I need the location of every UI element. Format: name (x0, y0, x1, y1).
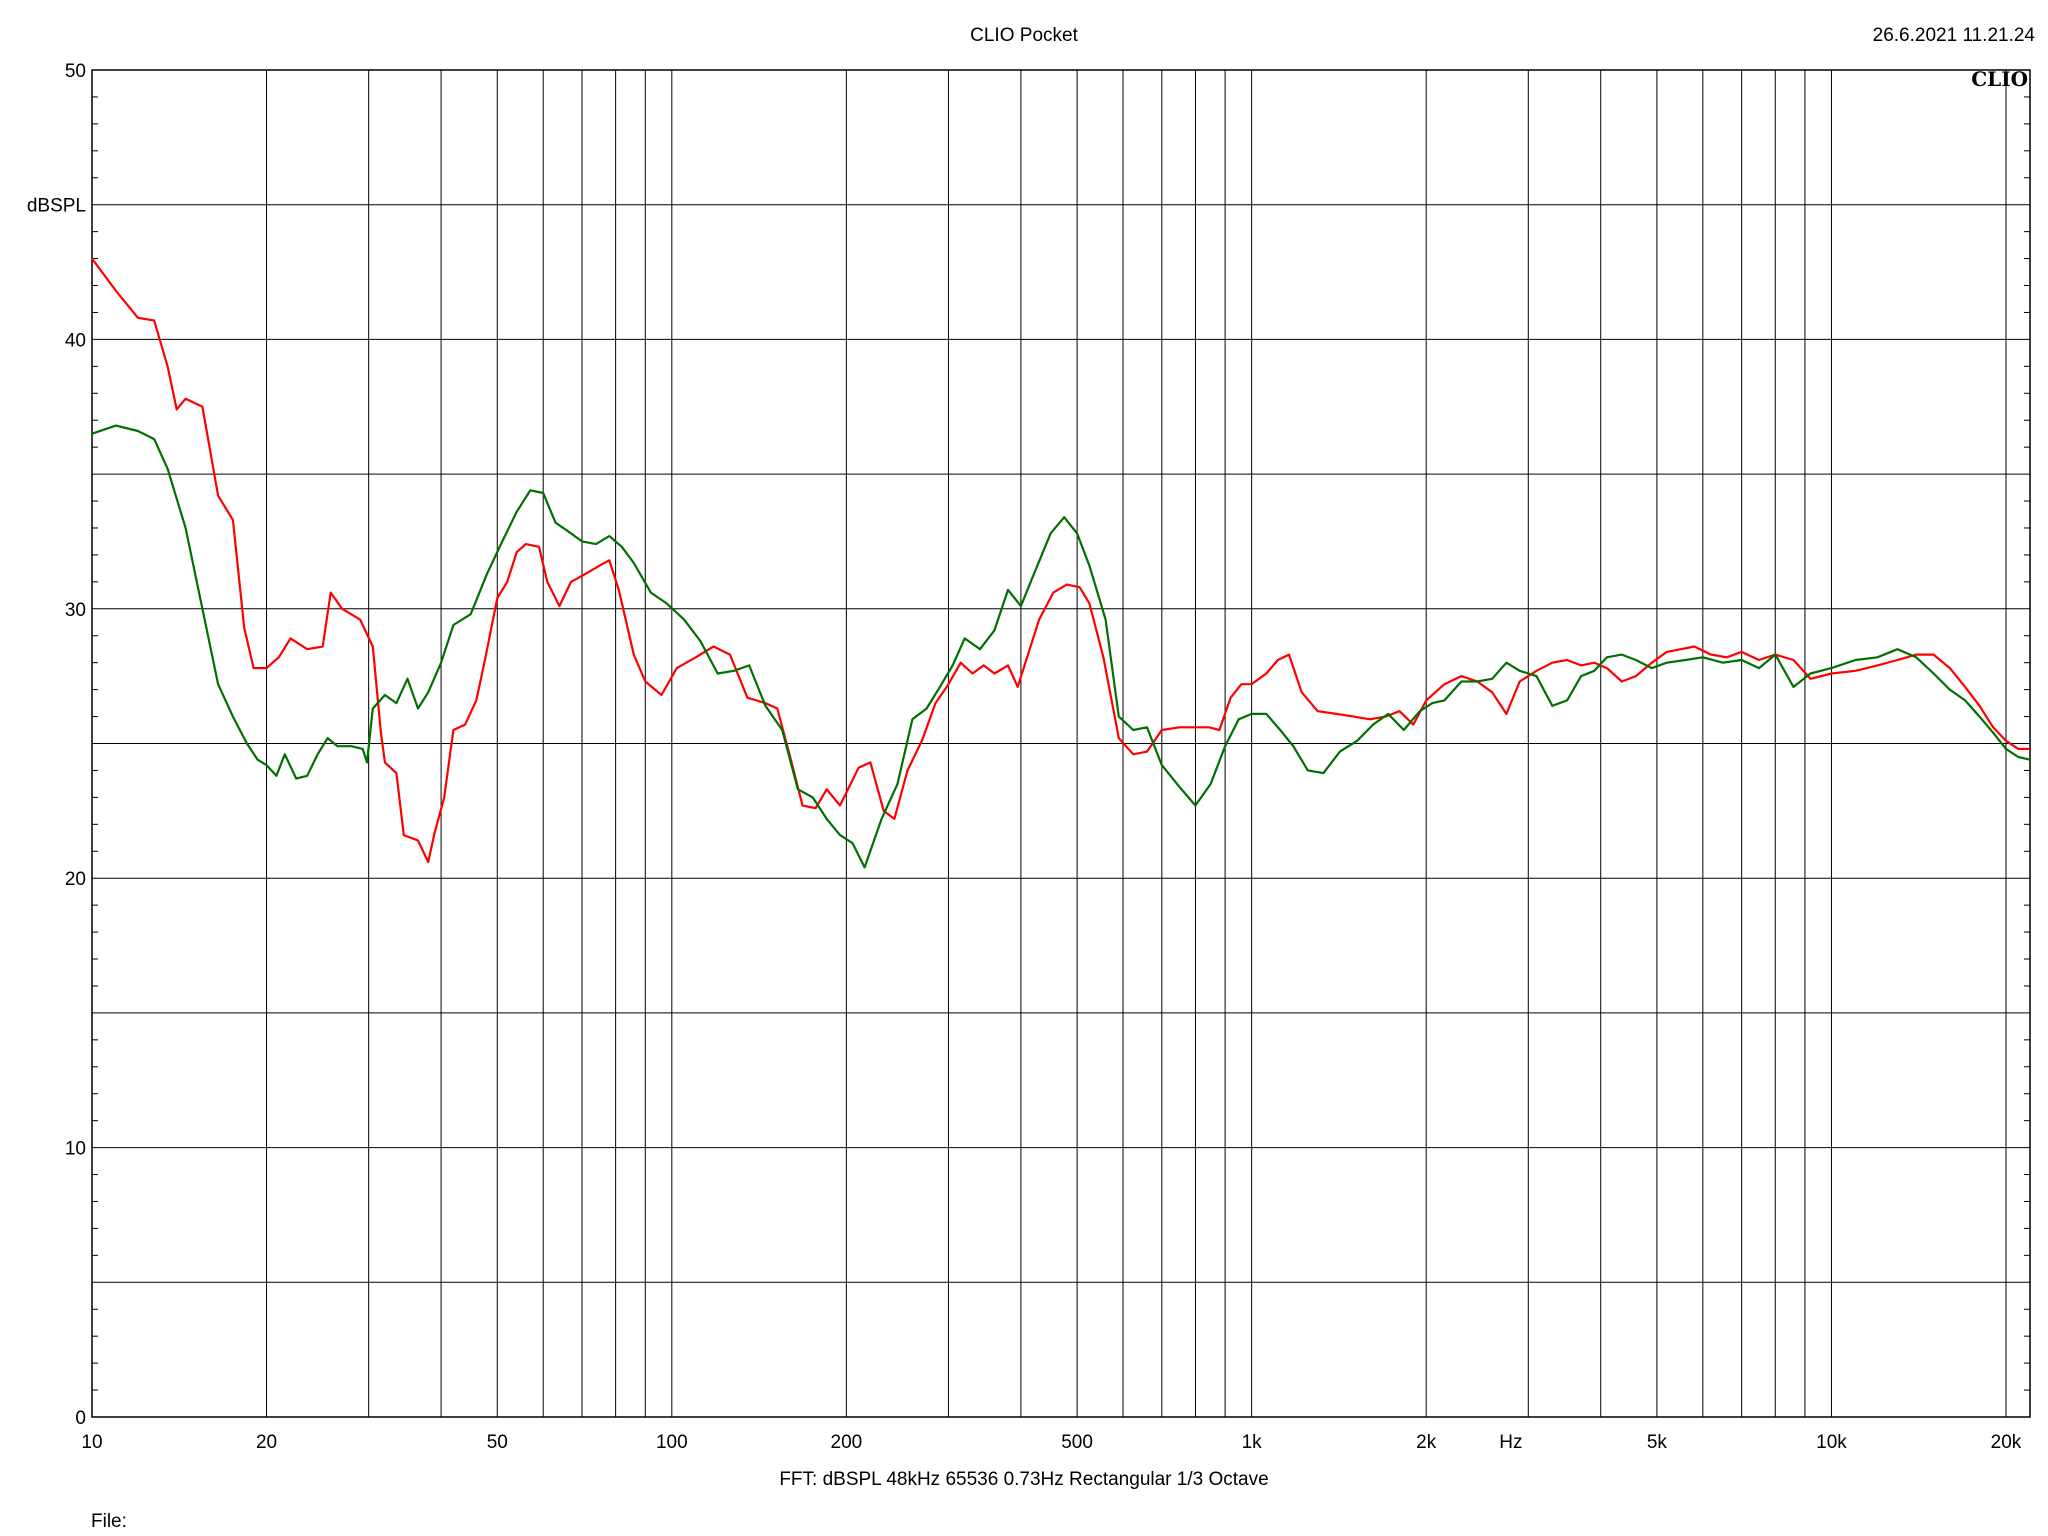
timestamp: 26.6.2021 11.21.24 (1872, 25, 2035, 46)
x-axis-label: Hz (1499, 1432, 1522, 1453)
y-tick-labels: 0 10 20 30 40 50 (65, 61, 86, 1429)
series-layer (91, 257, 2031, 869)
x-tick-label: 1k (1242, 1432, 1263, 1453)
y-tick-label: 50 (65, 61, 86, 82)
x-tick-label: 10k (1816, 1432, 1847, 1453)
chart-title: CLIO Pocket (970, 25, 1078, 46)
y-tick-label: 40 (65, 330, 86, 351)
x-tick-label: 20 (256, 1432, 277, 1453)
y-tick-label: 0 (75, 1408, 86, 1429)
plot-frame (91, 69, 2031, 1418)
x-tick-label: 20k (1991, 1432, 2022, 1453)
y-minor-ticks (92, 96, 2030, 1391)
x-tick-label: 10 (81, 1432, 102, 1453)
y-axis-label: dBSPL (27, 196, 86, 217)
x-tick-label: 50 (487, 1432, 508, 1453)
x-tick-label: 100 (656, 1432, 688, 1453)
file-label: File: (91, 1511, 127, 1532)
x-tick-label: 500 (1061, 1432, 1093, 1453)
fft-settings: FFT: dBSPL 48kHz 65536 0.73Hz Rectangula… (779, 1469, 1269, 1490)
x-tick-labels: 10 20 50 100 200 500 1k 2k 5k 10k 20k (81, 1432, 2021, 1453)
x-tick-label: 200 (831, 1432, 863, 1453)
x-tick-label: 2k (1416, 1432, 1437, 1453)
y-tick-label: 20 (65, 869, 86, 890)
series-line-1 (91, 257, 2030, 864)
x-tick-label: 5k (1647, 1432, 1668, 1453)
y-tick-label: 30 (65, 600, 86, 621)
y-tick-label: 10 (65, 1139, 86, 1160)
series-line-2 (91, 424, 2031, 869)
clio-logo: CLIO (1971, 67, 2028, 91)
